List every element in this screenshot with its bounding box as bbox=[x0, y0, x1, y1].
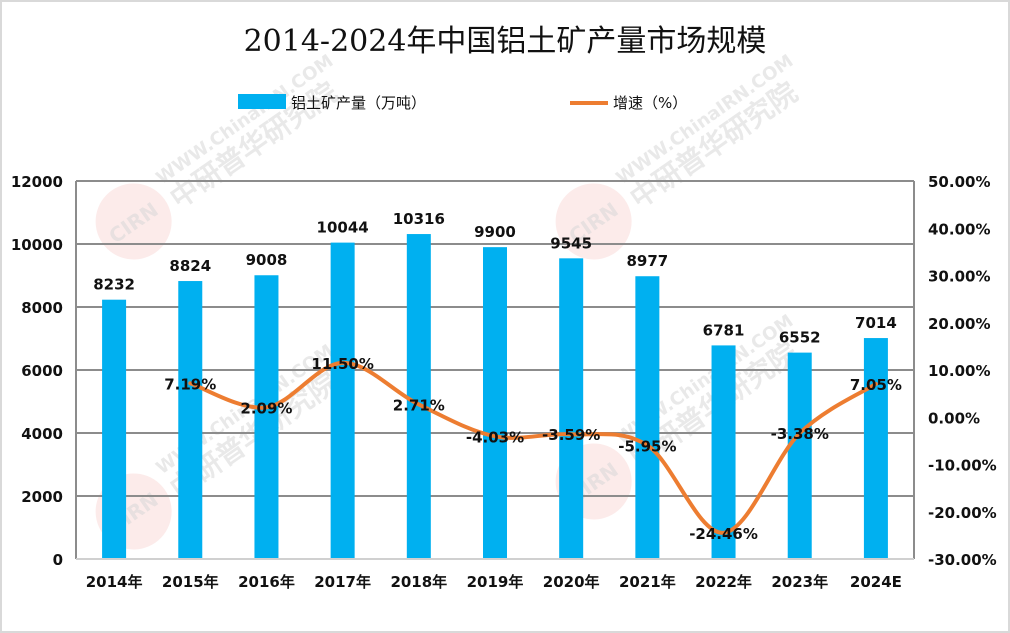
chart-title: 2014-2024年中国铝土矿产量市场规模 bbox=[243, 24, 767, 59]
right-axis-tick-label: -30.00% bbox=[928, 551, 997, 569]
bar-data-label: 10044 bbox=[317, 219, 369, 237]
legend-label-bar: 铝土矿产量（万吨） bbox=[291, 94, 426, 112]
line-data-label: -4.03% bbox=[466, 428, 524, 446]
legend-label-line: 增速（%） bbox=[613, 94, 687, 112]
bar bbox=[711, 345, 736, 559]
left-axis-tick-label: 2000 bbox=[21, 488, 63, 506]
x-axis-tick-label: 2018年 bbox=[390, 573, 447, 591]
x-axis-tick-label: 2021年 bbox=[619, 573, 676, 591]
left-axis-tick-label: 6000 bbox=[21, 362, 63, 380]
bar bbox=[330, 242, 355, 559]
legend: 铝土矿产量（万吨） 增速（%） bbox=[238, 94, 687, 112]
bar-data-label: 9900 bbox=[474, 223, 516, 241]
growth-line bbox=[188, 360, 878, 535]
bar-series bbox=[102, 234, 888, 559]
line-data-label: -3.38% bbox=[771, 425, 829, 443]
bar bbox=[178, 281, 203, 559]
data-labels: 8232 8824 9008 10044 10316 9900 9545 8977 6781 65… bbox=[93, 210, 902, 543]
bar-data-label: 9545 bbox=[550, 234, 592, 252]
x-axis-tick-label: 2017年 bbox=[314, 573, 371, 591]
x-axis-tick-label: 2022年 bbox=[695, 573, 752, 591]
bar-data-label: 9008 bbox=[246, 251, 288, 269]
bar bbox=[863, 338, 888, 559]
left-axis-tick-label: 12000 bbox=[11, 173, 63, 191]
right-axis-tick-label: 10.00% bbox=[928, 362, 990, 380]
right-axis-tick-label: 50.00% bbox=[928, 173, 990, 191]
bar-data-label: 8824 bbox=[169, 257, 211, 275]
line-series bbox=[188, 360, 878, 535]
bar bbox=[559, 258, 584, 559]
watermark-logo bbox=[555, 183, 632, 260]
bar-data-label: 10316 bbox=[393, 210, 445, 228]
bar-data-label: 6552 bbox=[779, 329, 821, 347]
x-axis-tick-label: 2020年 bbox=[543, 573, 600, 591]
line-data-label: -24.46% bbox=[689, 525, 758, 543]
right-axis-tick-label: 20.00% bbox=[928, 315, 990, 333]
bar bbox=[483, 247, 507, 559]
x-axis-tick-label: 2023年 bbox=[771, 573, 828, 591]
axes: 0 2000 4000 6000 8000 10000 12000 -30.00% -20.00… bbox=[11, 173, 997, 591]
x-axis-tick-label: 2014年 bbox=[86, 573, 143, 591]
x-axis-tick-label: 2019年 bbox=[467, 573, 524, 591]
bar-data-label: 8977 bbox=[626, 252, 668, 270]
line-data-label: -5.95% bbox=[618, 437, 676, 455]
x-axis-tick-label: 2015年 bbox=[162, 573, 219, 591]
bar bbox=[787, 352, 812, 559]
x-axis-tick-label: 2016年 bbox=[238, 573, 295, 591]
line-data-label: 7.19% bbox=[164, 375, 216, 393]
line-data-label: 2.09% bbox=[240, 399, 292, 417]
bar bbox=[102, 299, 127, 559]
right-axis-tick-label: -10.00% bbox=[928, 457, 997, 475]
line-data-label: 7.05% bbox=[850, 376, 902, 394]
bar-data-label: 8232 bbox=[93, 276, 135, 294]
legend-swatch-bar bbox=[238, 94, 286, 109]
left-axis-tick-label: 8000 bbox=[21, 299, 63, 317]
watermark-logo bbox=[95, 183, 172, 260]
line-data-label: 2.71% bbox=[393, 396, 445, 414]
right-axis-tick-label: -20.00% bbox=[928, 504, 997, 522]
line-data-label: -3.59% bbox=[542, 426, 600, 444]
left-axis-tick-label: 10000 bbox=[11, 236, 63, 254]
right-axis-tick-label: 0.00% bbox=[928, 409, 980, 427]
bar bbox=[635, 276, 660, 559]
right-axis-tick-label: 40.00% bbox=[928, 220, 990, 238]
bar bbox=[406, 234, 431, 559]
left-axis-tick-label: 0 bbox=[53, 551, 63, 569]
bar bbox=[254, 275, 279, 559]
bar-data-label: 7014 bbox=[855, 314, 897, 332]
bar-data-label: 6781 bbox=[703, 321, 745, 339]
x-axis-tick-label: 2024E bbox=[850, 573, 902, 591]
right-axis-tick-label: 30.00% bbox=[928, 268, 990, 286]
line-data-label: 11.50% bbox=[311, 355, 373, 373]
left-axis-tick-label: 4000 bbox=[21, 425, 63, 443]
